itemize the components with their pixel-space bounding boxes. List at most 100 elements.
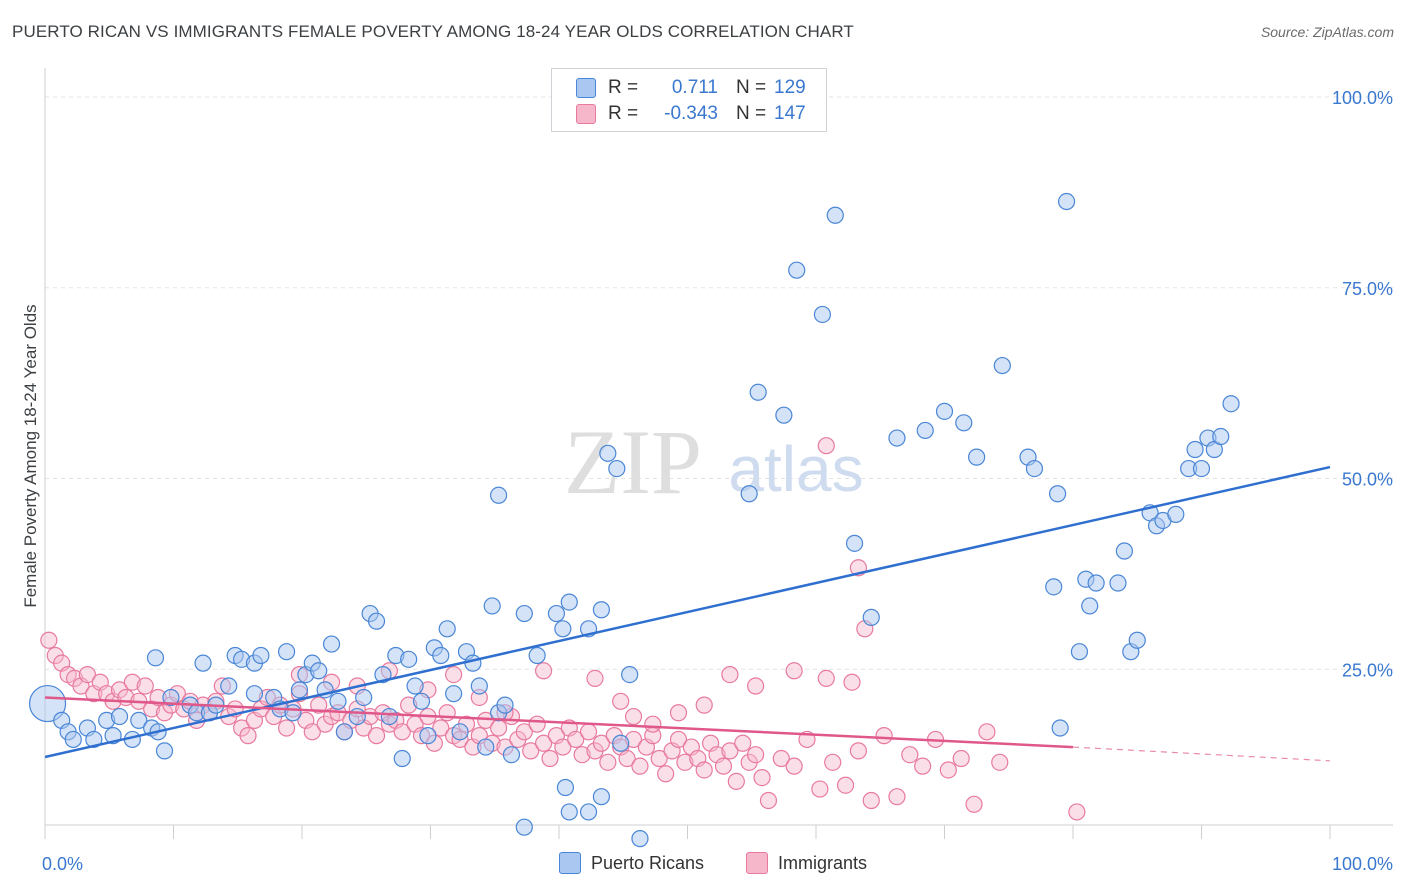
- puerto-ricans-point: [1222, 395, 1240, 413]
- immigrants-point: [310, 696, 328, 714]
- immigrants-point: [1068, 803, 1086, 821]
- immigrants-point: [721, 742, 739, 760]
- immigrants-point: [393, 723, 411, 741]
- puerto-ricans-point: [1057, 192, 1076, 211]
- puerto-ricans-point: [1192, 459, 1211, 478]
- puerto-ricans-point: [528, 646, 546, 665]
- immigrants-point: [123, 673, 141, 691]
- immigrants-point: [644, 715, 662, 733]
- puerto-ricans-point: [1109, 574, 1127, 592]
- y-tick-label: 25.0%: [1342, 660, 1393, 680]
- immigrants-point: [515, 723, 533, 741]
- bottom-legend-immigrants[interactable]: Immigrants: [746, 852, 867, 874]
- puerto-ricans-series: [28, 192, 1240, 848]
- puerto-ricans-point: [968, 448, 986, 466]
- puerto-ricans-point: [64, 730, 82, 749]
- puerto-ricans-point: [412, 692, 431, 710]
- puerto-ricans-point: [845, 534, 864, 552]
- puerto-ricans-point: [245, 685, 264, 703]
- immigrants-point: [657, 765, 675, 783]
- puerto-ricans-point: [470, 677, 488, 695]
- x-tick-label-max: 100.0%: [1332, 854, 1393, 874]
- puerto-ricans-point: [483, 597, 501, 615]
- watermark: ZIP atlas: [564, 411, 864, 513]
- legend-r-label: R =: [608, 77, 639, 98]
- immigrants-point: [554, 738, 572, 756]
- puerto-ricans-point: [162, 688, 180, 707]
- immigrants-point: [952, 749, 970, 768]
- immigrants-point: [445, 665, 463, 684]
- immigrants-point: [522, 742, 540, 760]
- legend-r-label: R =: [608, 103, 639, 124]
- puerto-ricans-point: [935, 402, 954, 420]
- immigrants-point: [136, 677, 154, 695]
- immigrants-point: [573, 746, 591, 764]
- puerto-ricans-point: [862, 608, 880, 626]
- puerto-ricans-point: [515, 604, 533, 623]
- puerto-ricans-point: [290, 681, 309, 699]
- puerto-ricans-point: [502, 746, 521, 764]
- immigrants-point: [836, 776, 855, 794]
- immigrants-point: [817, 669, 835, 688]
- puerto-ricans-point: [1115, 542, 1134, 560]
- immigrants-point: [528, 715, 546, 733]
- immigrants-point: [901, 746, 919, 764]
- bottom-legend-label: Immigrants: [778, 852, 868, 873]
- puerto-ricans-point: [445, 685, 463, 703]
- immigrants-point: [817, 437, 835, 455]
- y-tick-label: 75.0%: [1342, 279, 1393, 299]
- immigrants-point: [650, 749, 668, 768]
- legend-swatch-pink: [576, 104, 596, 124]
- puerto-ricans-point: [599, 444, 617, 462]
- immigrants-point: [40, 631, 58, 649]
- chart-source: Source: ZipAtlas.com: [1260, 24, 1394, 40]
- immigrants-point: [772, 749, 790, 768]
- immigrants-point: [727, 772, 745, 791]
- puerto-ricans-point: [432, 646, 450, 665]
- puerto-ricans-point: [477, 738, 495, 756]
- x-tick-label-min: 0.0%: [42, 854, 83, 874]
- puerto-ricans-point: [28, 684, 67, 723]
- immigrants-point: [965, 795, 983, 813]
- puerto-ricans-point: [406, 677, 424, 695]
- immigrants-point: [978, 723, 996, 741]
- immigrants-point: [695, 761, 713, 779]
- puerto-ricans-point: [579, 803, 598, 821]
- puerto-ricans-point: [380, 707, 398, 726]
- bottom-legend-swatch-pink: [746, 852, 768, 874]
- puerto-ricans-point: [490, 486, 508, 504]
- y-axis-title: Female Poverty Among 18-24 Year Olds: [21, 304, 40, 607]
- immigrants-point: [534, 662, 553, 680]
- immigrants-point: [239, 727, 257, 745]
- puerto-ricans-point: [612, 734, 630, 752]
- trend-lines: [44, 465, 1331, 762]
- puerto-ricans-point: [813, 305, 832, 324]
- chart-title: PUERTO RICAN VS IMMIGRANTS FEMALE POVERT…: [12, 22, 854, 41]
- immigrants-point: [747, 746, 765, 764]
- y-tick-label: 50.0%: [1342, 470, 1393, 490]
- puerto-ricans-point: [367, 612, 386, 630]
- legend-row-puerto-ricans: R = 0.711 N = 129: [576, 76, 806, 100]
- immigrants-point: [695, 696, 713, 714]
- immigrants-trend-extension: [1072, 746, 1331, 762]
- bottom-legend-swatch-blue: [559, 852, 581, 874]
- puerto-ricans-point: [155, 742, 174, 760]
- puerto-ricans-point: [554, 620, 572, 638]
- puerto-ricans-point: [400, 650, 418, 668]
- immigrants-point: [759, 791, 778, 810]
- legend-n-value: 147: [774, 103, 806, 124]
- immigrants-point: [612, 692, 630, 710]
- immigrants-point: [914, 757, 932, 775]
- tick-labels: 25.0% 50.0% 75.0% 100.0% 0.0% 100.0%: [42, 88, 1393, 874]
- immigrants-point: [367, 727, 386, 745]
- puerto-ricans-point: [1186, 440, 1204, 459]
- immigrants-point: [785, 662, 803, 680]
- immigrants-point: [432, 719, 450, 737]
- bottom-legend-puerto-ricans[interactable]: Puerto Ricans: [559, 852, 704, 874]
- puerto-ricans-point: [1051, 719, 1069, 737]
- puerto-ricans-point: [1212, 427, 1230, 446]
- puerto-ricans-point: [1048, 485, 1067, 503]
- puerto-ricans-point: [560, 593, 578, 611]
- puerto-ricans-point: [419, 727, 437, 745]
- puerto-ricans-point: [355, 688, 373, 707]
